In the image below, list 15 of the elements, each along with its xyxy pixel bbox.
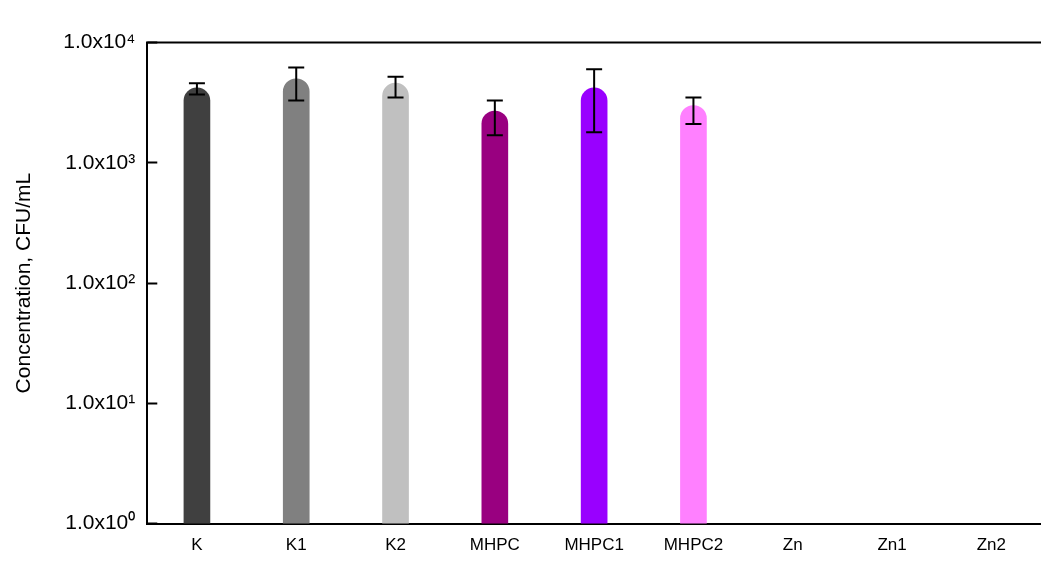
x-tick-label: Zn2: [976, 535, 1006, 555]
x-tick-label: MHPC2: [663, 535, 724, 555]
y-tick-label: 1.0x10⁰: [65, 510, 136, 534]
x-tick-label: MHPC: [469, 535, 520, 555]
x-tick-label: Zn1: [877, 535, 907, 555]
x-tick-label: K1: [285, 535, 307, 555]
y-tick-label: 1.0x10²: [65, 269, 136, 293]
y-tick-label: 1.0x10⁴: [63, 29, 136, 53]
y-tick-label: 1.0x10¹: [65, 390, 136, 414]
x-tick-label: K: [191, 535, 204, 555]
y-tick-label: 1.0x10³: [65, 149, 136, 173]
x-tick-label: Zn: [782, 535, 803, 555]
y-axis-title: Concentration, CFU/mL: [11, 172, 35, 394]
x-tick-label: MHPC1: [564, 535, 624, 555]
x-tick-label: K2: [385, 535, 406, 555]
